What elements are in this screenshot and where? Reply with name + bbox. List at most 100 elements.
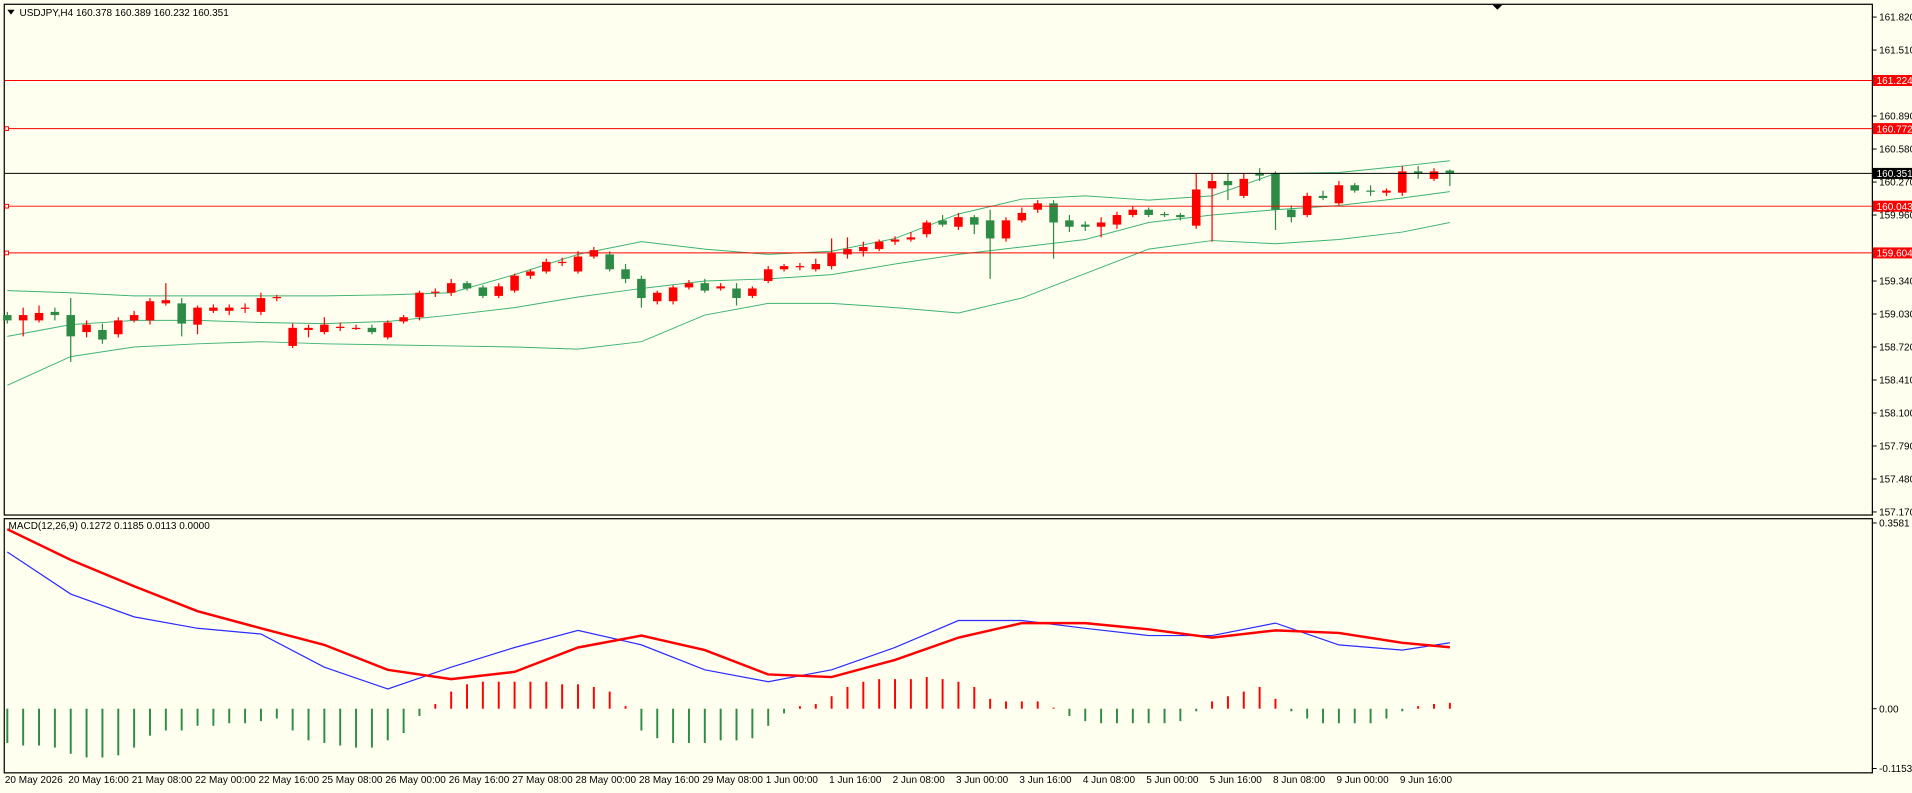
candle-body	[1271, 173, 1280, 210]
level-label: 160.772	[1877, 124, 1912, 135]
candle-body	[114, 320, 123, 335]
candle-body	[1144, 209, 1153, 216]
candle-body	[399, 317, 408, 322]
y-tick-label: 159.030	[1879, 310, 1912, 321]
x-tick-label: 26 May 16:00	[449, 775, 510, 786]
candle-body	[1239, 178, 1249, 196]
candle-body	[50, 311, 60, 316]
y-tick-label: 160.270	[1879, 178, 1912, 189]
y-tick-label: 158.410	[1879, 376, 1912, 387]
y-tick-label: -0.1153	[1879, 764, 1912, 775]
x-tick-label: 1 Jun 00:00	[766, 775, 819, 786]
macd-title: MACD(12,26,9)	[9, 521, 78, 532]
candle-body	[652, 292, 662, 302]
y-tick-label: 158.100	[1879, 409, 1912, 420]
level-label: 161.224	[1877, 76, 1912, 87]
candle-body	[193, 307, 202, 325]
candle-body	[1001, 220, 1011, 239]
candle-body	[938, 220, 947, 225]
x-tick-label: 3 Jun 16:00	[1019, 775, 1072, 786]
candle-body	[1160, 213, 1169, 216]
candle-body	[1350, 185, 1360, 191]
candle-body	[890, 239, 900, 242]
macd-value: 0.1272	[81, 521, 112, 532]
level-label-box	[1872, 247, 1912, 259]
candle-body	[954, 217, 963, 227]
candle-body	[240, 307, 250, 309]
x-tick-label: 25 May 08:00	[322, 775, 383, 786]
candle-body	[700, 283, 710, 291]
candle-body	[732, 288, 741, 299]
x-tick-label: 1 Jun 16:00	[829, 775, 882, 786]
x-tick-label: 9 Jun 00:00	[1336, 775, 1389, 786]
candle-body	[970, 217, 979, 225]
candle-body	[351, 327, 361, 330]
candle-body	[526, 271, 535, 276]
candle-body	[288, 327, 297, 346]
candle-body	[1382, 190, 1391, 193]
candle-body	[1112, 215, 1122, 225]
y-tick-label: 161.510	[1879, 46, 1912, 57]
level-handle	[4, 126, 10, 131]
x-tick-label: 28 May 16:00	[639, 775, 700, 786]
level-label-box	[1872, 123, 1912, 135]
x-tick-label: 4 Jun 08:00	[1083, 775, 1136, 786]
level-label: 160.351	[1877, 169, 1912, 180]
candle-body	[1429, 171, 1439, 179]
level-label-box	[1872, 200, 1912, 212]
candle-body	[494, 286, 503, 296]
macd-line	[6, 528, 1450, 681]
candle-body	[462, 283, 472, 289]
candle-body	[668, 287, 678, 302]
candle-body	[542, 261, 551, 272]
candle-body	[1398, 171, 1407, 193]
y-tick-label: 157.170	[1879, 508, 1912, 519]
candle-body	[748, 288, 757, 296]
candle-body	[510, 275, 519, 291]
candle-body	[874, 241, 884, 250]
candle-body	[304, 327, 313, 330]
candle-body	[843, 249, 852, 255]
candle-body	[145, 301, 155, 321]
x-tick-label: 29 May 08:00	[702, 775, 763, 786]
candle-body	[1017, 212, 1027, 221]
candle-body	[1445, 170, 1455, 174]
candle-body	[367, 327, 377, 333]
candle-body	[224, 307, 234, 311]
candle-body	[573, 256, 583, 272]
candle-body	[811, 263, 821, 270]
candle-body	[557, 261, 567, 264]
menu-arrow[interactable]	[7, 9, 15, 15]
open: 160.378	[76, 8, 113, 19]
candle-body	[637, 278, 646, 299]
candle-body	[3, 315, 12, 321]
candle-body	[985, 220, 995, 239]
candle-body	[446, 283, 456, 293]
candle-body	[18, 315, 28, 321]
y-tick-label: 160.890	[1879, 112, 1912, 123]
y-tick-label: 0.3581	[1879, 519, 1910, 530]
x-tick-label: 5 Jun 00:00	[1146, 775, 1199, 786]
candle-body	[383, 322, 393, 338]
candle-body	[684, 283, 694, 288]
x-tick-label: 3 Jun 00:00	[956, 775, 1009, 786]
candle-body	[1318, 195, 1328, 199]
x-tick-label: 8 Jun 08:00	[1273, 775, 1326, 786]
candle-body	[177, 303, 186, 324]
candle-body	[1065, 220, 1074, 227]
candle-body	[621, 269, 630, 279]
level-label: 160.043	[1877, 202, 1912, 213]
level-label-box	[1872, 75, 1912, 87]
signal-value: 0.1185	[114, 521, 144, 532]
y-tick-label: 157.790	[1879, 442, 1912, 453]
candle-body	[161, 300, 171, 304]
y-tick-label: 157.480	[1879, 475, 1912, 486]
candle-body	[1287, 209, 1296, 218]
macd-pane	[3, 518, 1873, 774]
close: 160.351	[193, 8, 230, 19]
candle-body	[129, 315, 139, 321]
candle-body	[1223, 180, 1233, 186]
